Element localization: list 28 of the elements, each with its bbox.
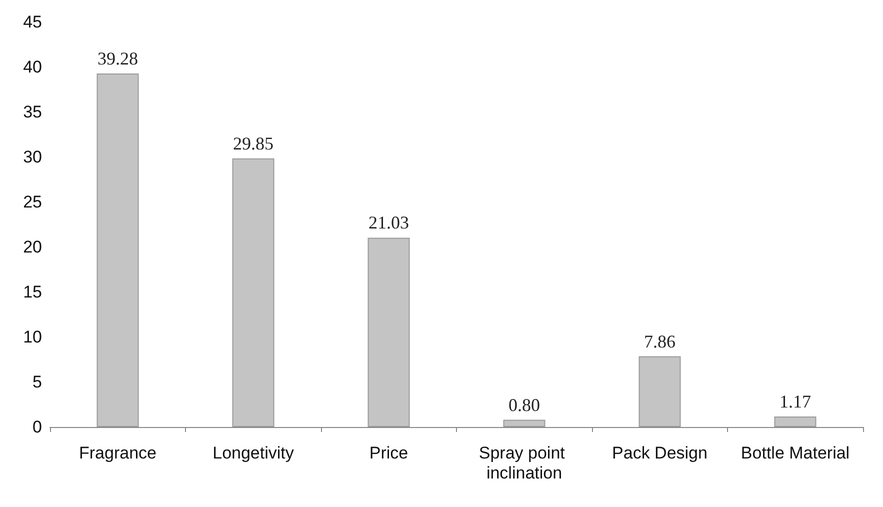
bar xyxy=(232,158,274,427)
x-tick-label: Price xyxy=(369,444,408,462)
data-label: 7.86 xyxy=(644,331,676,352)
y-tick-label: 15 xyxy=(23,282,42,302)
x-tick-label: Fragrance xyxy=(79,444,156,462)
data-label: 0.80 xyxy=(508,394,540,415)
data-label: 29.85 xyxy=(233,133,274,154)
bar xyxy=(638,356,681,427)
y-tick-label: 5 xyxy=(32,372,42,392)
bar xyxy=(96,73,139,427)
y-tick-label: 20 xyxy=(23,238,42,256)
y-tick-label: 25 xyxy=(23,192,42,212)
y-tick-label: 45 xyxy=(23,12,42,32)
y-tick-label: 10 xyxy=(23,328,42,346)
x-tick-label: Bottle Material xyxy=(740,444,850,462)
bar xyxy=(503,420,546,427)
y-tick-label: 0 xyxy=(32,418,42,436)
x-tick-label: Spray point inclination xyxy=(478,444,570,482)
y-tick-label: 40 xyxy=(23,58,42,76)
data-label: 39.28 xyxy=(98,48,138,68)
x-tick-label: Longetivity xyxy=(212,444,294,462)
y-tick-label: 35 xyxy=(23,102,42,122)
data-label: 1.17 xyxy=(780,391,811,412)
bar xyxy=(774,416,816,427)
bar xyxy=(368,238,410,427)
data-label: 21.03 xyxy=(368,212,409,233)
x-tick-label: Pack Design xyxy=(612,444,708,462)
y-tick-label: 30 xyxy=(23,148,42,166)
